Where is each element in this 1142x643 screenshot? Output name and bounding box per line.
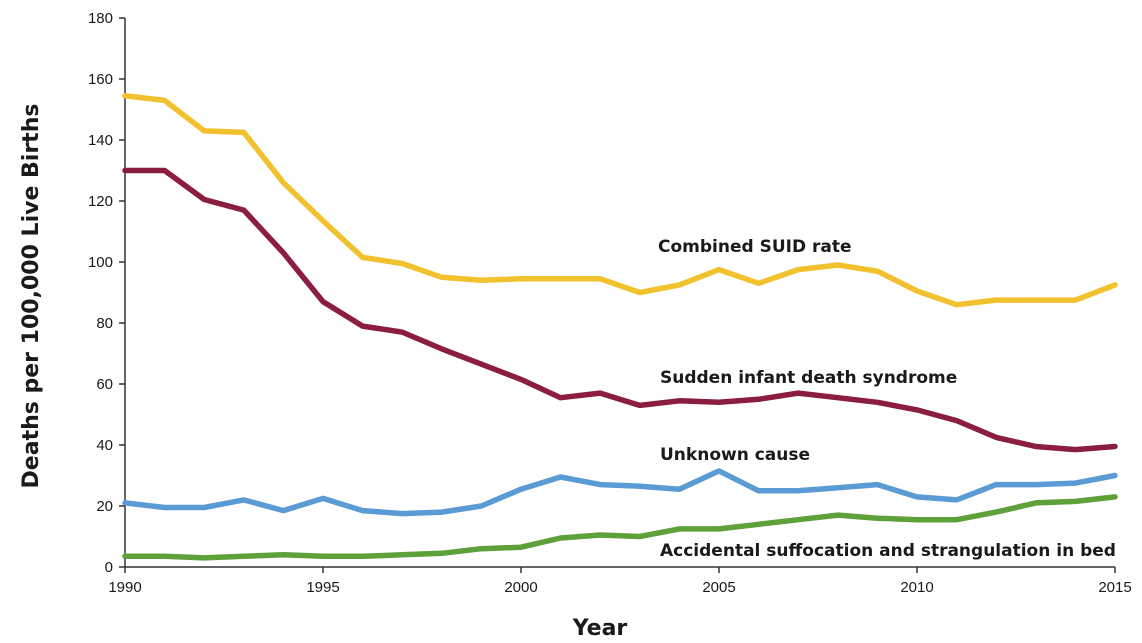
y-axis-title: Deaths per 100,000 Live Births: [19, 104, 44, 489]
series-line-unknown-cause: [122, 468, 1118, 517]
y-tick-label: 40: [96, 437, 113, 454]
series-labels: Combined SUID rate Sudden infant death sy…: [658, 237, 1116, 561]
y-tick-label: 180: [88, 10, 113, 27]
series-label-sudden-infant-death-syndrome: Sudden infant death syndrome: [660, 368, 957, 388]
x-tick-label: 1995: [306, 579, 339, 596]
series-layer: [122, 93, 1118, 561]
x-tick-label: 2010: [900, 579, 933, 596]
y-tick-label: 60: [96, 376, 113, 393]
x-tick-label: 2000: [504, 579, 537, 596]
y-tick-label: 120: [88, 193, 113, 210]
y-tick-label: 80: [96, 315, 113, 332]
axes: 0 20 40 60 80 100 120 140 160 180 1990 1995 2000 2005…: [88, 10, 1132, 596]
series-label-combined-suid-rate: Combined SUID rate: [658, 237, 852, 257]
x-tick-label: 2005: [702, 579, 735, 596]
series-line-sudden-infant-death-syndrome: [122, 167, 1118, 453]
y-tick-label: 0: [105, 559, 113, 576]
y-tick-label: 140: [88, 132, 113, 149]
series-label-accidental-suffocation-and-strangulation-in-bed: Accidental suffocation and strangulation…: [660, 541, 1116, 561]
series-label-unknown-cause: Unknown cause: [660, 445, 810, 465]
x-tick-label: 2015: [1098, 579, 1131, 596]
series-line-combined-suid-rate: [122, 93, 1118, 308]
series-line-accidental-suffocation-and-strangulation-in-bed: [122, 494, 1118, 561]
y-tick-label: 160: [88, 71, 113, 88]
x-tick-label: 1990: [108, 579, 141, 596]
y-tick-label: 20: [96, 498, 113, 515]
y-tick-label: 100: [88, 254, 113, 271]
x-axis-title: Year: [572, 616, 628, 641]
